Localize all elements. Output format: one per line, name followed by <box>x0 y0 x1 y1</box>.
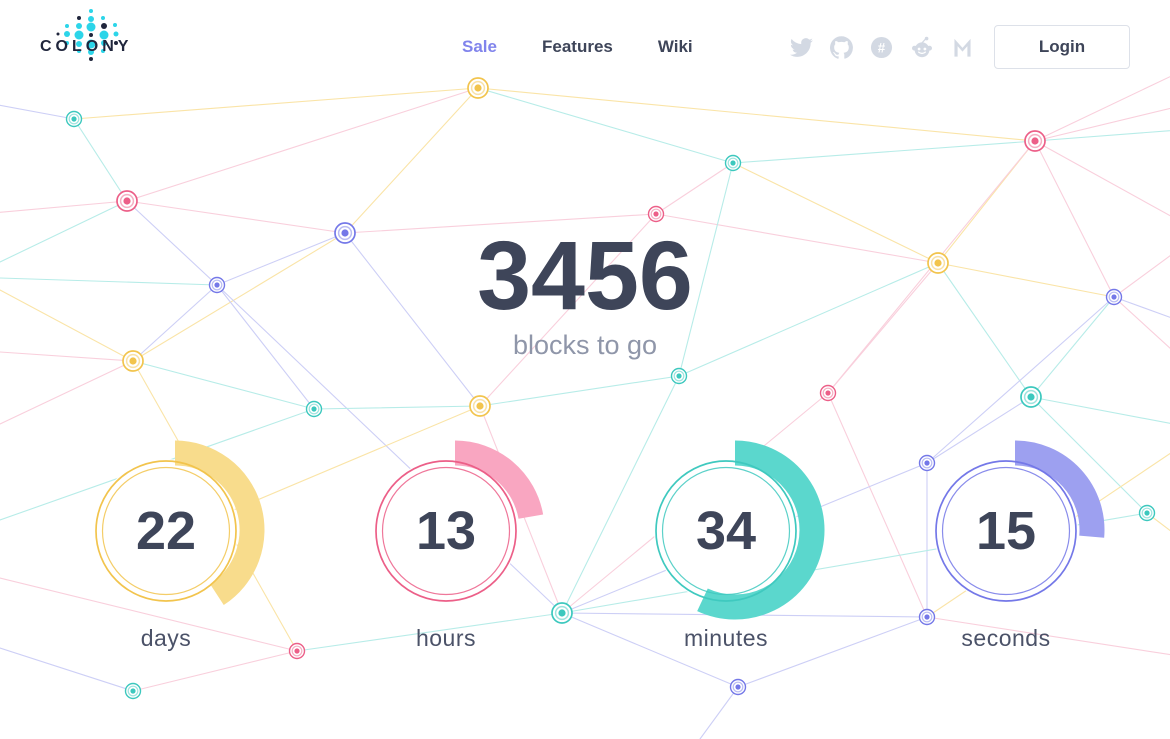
reddit-link[interactable] <box>910 35 934 59</box>
timer-seconds-label: seconds <box>961 625 1051 652</box>
nav-item-features[interactable]: Features <box>541 37 613 56</box>
timer-days-label: days <box>140 625 192 652</box>
seconds-progress-ring <box>934 440 1105 604</box>
colony-dots-icon <box>56 9 119 61</box>
timer-days-value: 22 <box>135 501 197 562</box>
blocks-number: 3456 <box>477 221 693 330</box>
nav-item-sale[interactable]: Sale <box>462 37 497 56</box>
timer-hours: 13 hours <box>340 411 580 652</box>
timer-hours-label: hours <box>415 625 477 652</box>
timer-seconds-dial: 15 <box>900 411 1140 651</box>
medium-icon <box>954 38 971 57</box>
nav-item-wiki[interactable]: Wiki <box>657 37 693 56</box>
timer-minutes-dial: 34 <box>620 411 860 651</box>
timer-minutes: 34 minutes <box>620 411 860 652</box>
header: COLONY Sale Features Wiki # <box>0 0 1170 94</box>
timer-hours-dial: 13 <box>340 411 580 651</box>
svg-text:#: # <box>878 40 886 55</box>
blocks-caption: blocks to go <box>512 330 658 361</box>
brand-logo[interactable]: COLONY <box>40 0 190 94</box>
blocks-counter: 3456 blocks to go <box>0 221 1170 361</box>
twitter-link[interactable] <box>790 36 813 59</box>
timer-minutes-value: 34 <box>695 501 757 562</box>
timer-minutes-label: minutes <box>683 625 769 652</box>
slack-link[interactable]: # <box>870 36 893 59</box>
timer-days-dial: 22 <box>60 411 300 651</box>
login-button[interactable]: Login <box>994 25 1130 69</box>
main-nav: Sale Features Wiki <box>462 37 693 57</box>
timer-days: 22 days <box>60 411 300 652</box>
reddit-icon <box>912 36 932 58</box>
hours-progress-ring <box>374 440 544 604</box>
medium-link[interactable] <box>951 36 974 59</box>
twitter-icon <box>790 37 813 57</box>
minutes-progress-ring <box>654 440 825 620</box>
brand-name: COLONY <box>40 38 133 55</box>
timer-hours-value: 13 <box>415 501 477 562</box>
github-link[interactable] <box>830 35 853 59</box>
slack-icon: # <box>870 36 893 58</box>
days-progress-ring <box>94 440 265 606</box>
timer-seconds: 15 seconds <box>900 411 1140 652</box>
timer-seconds-value: 15 <box>975 501 1037 562</box>
countdown-timers: 22 days 13 hours 34 minutes 15 seconds <box>15 411 1170 652</box>
social-links: # <box>790 35 974 59</box>
main-content: 3456 blocks to go 22 days 13 hours 34 mi… <box>0 221 1170 652</box>
github-icon <box>830 35 853 59</box>
